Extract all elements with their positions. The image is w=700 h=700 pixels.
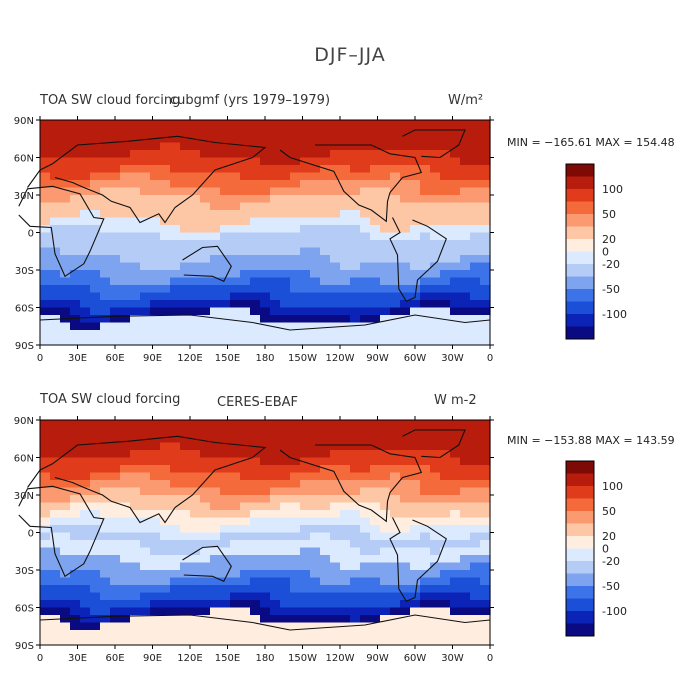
colorbar-swatch [566,289,594,302]
cubgmf-sw-cloud-forcing-difference-map [40,120,491,346]
colorbar-swatch [566,301,594,314]
colorbar-swatch [566,536,594,549]
panel1-min-max: MIN = −165.61 MAX = 154.48 [507,136,675,149]
lon-tick-label: 90W [366,653,389,664]
panel1-center-label: cubgmf (yrs 1979–1979) [170,93,331,108]
colorbar-swatch [566,314,594,327]
lon-tick-label: 180 [255,353,274,364]
colorbar-label: -50 [602,580,620,593]
panel2-center-label: CERES-EBAF [217,395,298,410]
figure-title: DJF–JJA [314,44,386,66]
colorbar-swatch [566,214,594,227]
colorbar-swatch [566,239,594,252]
lon-tick-label: 0 [37,653,43,664]
colorbar-swatch [566,264,594,277]
lon-tick-label: 60W [404,653,427,664]
colorbar-swatch [566,326,594,339]
colorbar-label: 0 [602,246,609,259]
colorbar-label: 50 [602,505,616,518]
colorbar-swatch [566,623,594,636]
colorbar-swatch [566,189,594,202]
colorbar-swatch [566,561,594,574]
colorbar-label: 20 [602,530,616,543]
colorbar-swatch [566,611,594,624]
colorbar-label: -50 [602,283,620,296]
panel1-left-label: TOA SW cloud forcing [40,93,181,108]
lon-tick-label: 150W [288,353,317,364]
colorbar-label: -20 [602,258,620,271]
colorbar-swatch [566,498,594,511]
lat-tick-label: 60N [14,154,34,165]
colorbar-label: -100 [602,308,627,321]
lon-tick-label: 150W [288,653,317,664]
lon-tick-label: 90W [366,353,389,364]
lat-tick-label: 30N [14,491,34,502]
colorbar-swatch [566,511,594,524]
lat-tick-label: 30S [15,566,34,577]
lat-tick-label: 30N [14,191,34,202]
colorbar-swatch [566,473,594,486]
lon-tick-label: 180 [255,653,274,664]
lon-tick-label: 60W [404,353,427,364]
colorbar-swatch [566,486,594,499]
colorbar-swatch [566,548,594,561]
coastlines [18,129,491,331]
lon-tick-label: 0 [37,353,43,364]
lon-tick-label: 90E [143,653,162,664]
colorbar-label: 100 [602,183,623,196]
lat-tick-label: 90S [15,341,34,352]
panel2-units: W m-2 [434,393,477,408]
panel2-colorbar: 100 50 200-20 -50 -100 [565,460,627,637]
colorbar-label: -20 [602,555,620,568]
colorbar-swatch [566,586,594,599]
lat-tick-label: 90S [15,641,34,652]
lat-tick-label: 60S [15,304,34,315]
lon-tick-label: 30W [441,653,464,664]
lat-tick-label: 90N [14,116,34,127]
colorbar-swatch [566,226,594,239]
lon-tick-label: 120W [326,353,355,364]
colorbar-swatch [566,251,594,264]
lon-tick-label: 60E [105,653,124,664]
colorbar-label: 100 [602,480,623,493]
panel2-min-max: MIN = −153.88 MAX = 143.59 [507,434,675,447]
colorbar-label: -100 [602,605,627,618]
colorbar-label: 50 [602,208,616,221]
lon-tick-label: 120E [177,353,202,364]
lon-tick-label: 90E [143,353,162,364]
colorbar-swatch [566,573,594,586]
lon-tick-label: 120W [326,653,355,664]
lon-tick-label: 120E [177,653,202,664]
lat-tick-label: 90N [14,416,34,427]
lon-tick-label: 30W [441,353,464,364]
coastlines [18,429,491,631]
panel2-left-label: TOA SW cloud forcing [40,392,181,407]
lon-tick-label: 30E [68,353,87,364]
colorbar-swatch [566,201,594,214]
panel1-units: W/m² [448,93,484,108]
colorbar-swatch [566,523,594,536]
lat-tick-label: 0 [28,529,34,540]
lon-tick-label: 0 [487,653,493,664]
lat-tick-label: 0 [28,229,34,240]
lat-tick-label: 60S [15,604,34,615]
lat-tick-label: 30S [15,266,34,277]
lon-tick-label: 60E [105,353,124,364]
lat-tick-label: 60N [14,454,34,465]
lon-tick-label: 150E [215,353,240,364]
colorbar-swatch [566,276,594,289]
colorbar-swatch [566,176,594,189]
panel1-colorbar: 100 50 200-20 -50 -100 [565,163,627,340]
lon-tick-label: 0 [487,353,493,364]
colorbar-swatch [566,461,594,474]
lon-tick-label: 150E [215,653,240,664]
lon-tick-label: 30E [68,653,87,664]
colorbar-label: 20 [602,233,616,246]
colorbar-swatch [566,598,594,611]
ceres-ebaf-sw-cloud-forcing-difference-map [40,420,491,646]
colorbar-label: 0 [602,543,609,556]
colorbar-swatch [566,164,594,177]
